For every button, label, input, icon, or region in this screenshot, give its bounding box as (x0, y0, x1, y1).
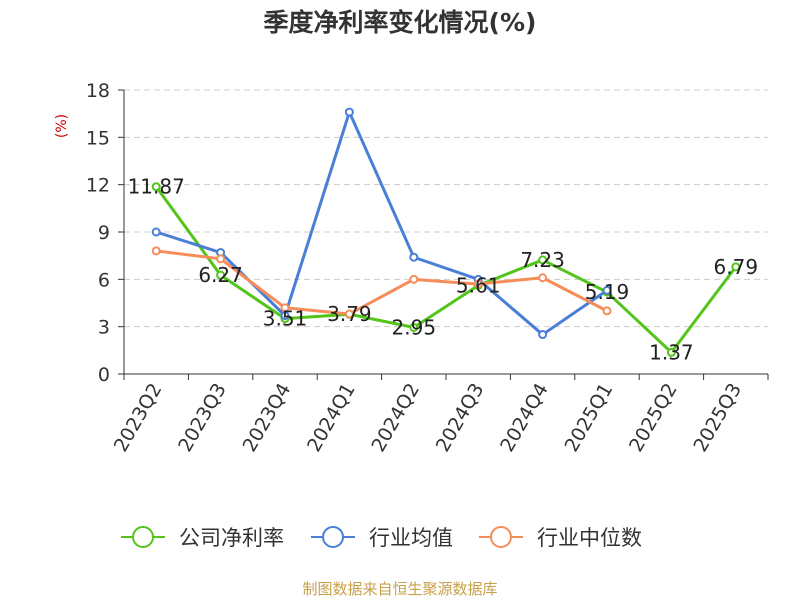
data-labels: 11.87 6.27 3.51 3.79 2.95 5.61 7.23 5.19 1.37 6.7… (128, 175, 758, 365)
y-tick-label: 15 (86, 127, 110, 149)
data-point (280, 303, 290, 313)
axes: 0 3 6 9 12 15 18 2023Q2 2023Q3 2023Q4 2024Q1 2024Q2… (86, 80, 769, 456)
legend-label: 公司净利率 (179, 526, 284, 550)
legend: 公司净利率 行业均值 行业中位数 (121, 526, 642, 550)
y-tick-label: 12 (86, 175, 110, 197)
data-label: 6.27 (198, 263, 243, 287)
x-tick-label: 2023Q3 (174, 380, 231, 456)
y-tick-label: 0 (98, 364, 110, 386)
x-tick-label: 2023Q4 (239, 380, 296, 456)
data-point (344, 107, 354, 117)
legend-label: 行业中位数 (537, 526, 642, 550)
x-tick-label: 2024Q4 (496, 380, 553, 456)
x-tick-label: 2025Q2 (625, 380, 682, 456)
data-point (409, 252, 419, 262)
data-point (731, 262, 741, 272)
data-point (666, 347, 676, 357)
data-point (344, 309, 354, 319)
data-point (409, 322, 419, 332)
data-label: 6.79 (714, 255, 759, 279)
legend-marker (132, 526, 154, 548)
data-point (538, 273, 548, 283)
data-label: 1.37 (649, 340, 694, 364)
legend-marker (490, 526, 512, 548)
x-tick-label: 2024Q3 (432, 380, 489, 456)
series-line (155, 110, 608, 337)
legend-marker (322, 526, 344, 548)
series-lines (151, 107, 741, 357)
data-label: 3.79 (327, 302, 372, 326)
x-tick-label: 2024Q1 (303, 380, 360, 456)
data-point (151, 246, 161, 256)
data-point (151, 182, 161, 192)
data-point (473, 279, 483, 289)
y-tick-label: 6 (98, 269, 110, 291)
data-point (538, 255, 548, 265)
y-axis-unit-label: (%) (54, 114, 70, 138)
data-label: 2.95 (392, 315, 437, 339)
x-tick-label: 2025Q3 (689, 380, 746, 456)
chart-title: 季度净利率变化情况(%) (264, 8, 537, 37)
data-label: 7.23 (520, 248, 565, 272)
x-tick-label: 2023Q2 (110, 380, 167, 456)
source-note: 制图数据来自恒生聚源数据库 (302, 580, 497, 598)
y-tick-label: 9 (98, 222, 110, 244)
data-point (151, 227, 161, 237)
data-point (216, 270, 226, 280)
data-point (602, 306, 612, 316)
x-tick-label: 2025Q1 (561, 380, 618, 456)
legend-label: 行业均值 (369, 526, 453, 550)
grid-lines (124, 89, 768, 328)
data-point (602, 285, 612, 295)
data-point (216, 254, 226, 264)
data-label: 5.19 (585, 280, 630, 304)
data-point (409, 274, 419, 284)
data-label: 11.87 (128, 175, 185, 199)
data-label: 3.51 (263, 307, 308, 331)
series-line (154, 185, 737, 354)
data-point (538, 330, 548, 340)
y-tick-label: 18 (86, 80, 110, 102)
y-tick-label: 3 (98, 317, 110, 339)
x-tick-label: 2024Q2 (367, 380, 424, 456)
series-line (156, 249, 608, 316)
data-label: 5.61 (456, 273, 501, 297)
